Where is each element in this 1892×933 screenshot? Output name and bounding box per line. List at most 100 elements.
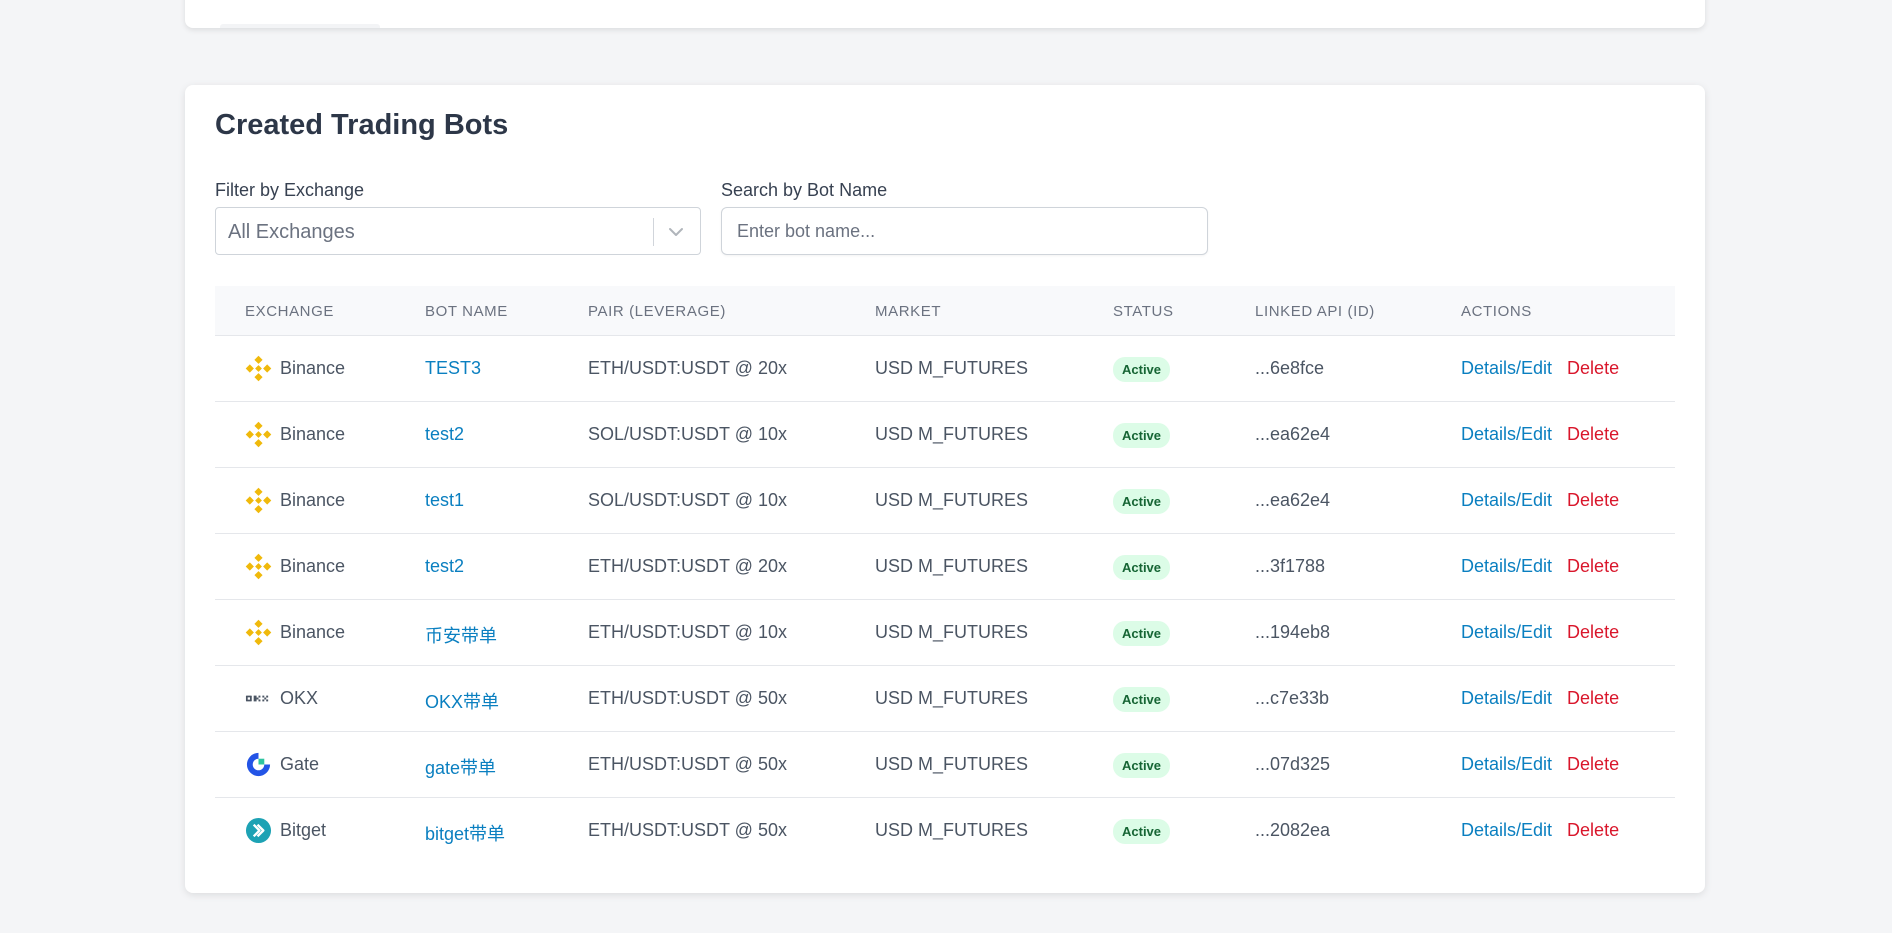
header-actions: ACTIONS [1461,303,1532,320]
actions-cell: Details/Edit Delete [1461,754,1619,775]
binance-icon [245,487,272,514]
pair-cell: ETH/USDT:USDT @ 10x [588,622,787,642]
exchange-name: Binance [280,358,346,378]
details-edit-link[interactable]: Details/Edit [1461,688,1553,708]
linked-api-cell: ...6e8fce [1255,358,1325,378]
exchange-cell: OKX [245,685,318,712]
market-cell: USD M_FUTURES [875,490,1029,510]
status-badge: Active [1113,753,1171,778]
status-badge: Active [1113,555,1171,580]
table-row: Binance TEST3 ETH/USDT:USDT @ 20x USD M_… [215,336,1675,402]
market-cell: USD M_FUTURES [875,622,1029,642]
table-row: Binance test2 SOL/USDT:USDT @ 10x USD M_… [215,402,1675,468]
status-badge: Active [1113,687,1171,712]
bots-table: EXCHANGE BOT NAME PAIR (LEVERAGE) MARKET… [215,286,1675,864]
bot-search-input[interactable] [721,207,1208,255]
details-edit-link[interactable]: Details/Edit [1461,490,1553,510]
delete-link[interactable]: Delete [1567,622,1620,642]
actions-cell: Details/Edit Delete [1461,490,1619,511]
table-row: Binance test1 SOL/USDT:USDT @ 10x USD M_… [215,468,1675,534]
bot-name-link[interactable]: 币安带单 [425,626,497,646]
linked-api-cell: ...ea62e4 [1255,424,1331,444]
market-cell: USD M_FUTURES [875,754,1029,774]
details-edit-link[interactable]: Details/Edit [1461,556,1553,576]
market-cell: USD M_FUTURES [875,820,1029,840]
bot-name-link[interactable]: test2 [425,424,465,444]
actions-cell: Details/Edit Delete [1461,556,1619,577]
pair-cell: ETH/USDT:USDT @ 20x [588,358,787,378]
exchange-cell: Bitget [245,817,326,844]
okx-icon [245,685,272,712]
market-cell: USD M_FUTURES [875,556,1029,576]
exchange-filter-value: All Exchanges [228,221,355,243]
delete-link[interactable]: Delete [1567,358,1620,378]
section-title: Created Trading Bots [215,109,509,141]
header-pair: PAIR (LEVERAGE) [588,303,726,320]
pair-cell: SOL/USDT:USDT @ 10x [588,424,787,444]
header-exchange: EXCHANGE [245,303,334,320]
table-row: Gate gate带单 ETH/USDT:USDT @ 50x USD M_FU… [215,732,1675,798]
bot-name-link[interactable]: test1 [425,490,465,510]
previous-card [185,0,1705,28]
exchange-name: Binance [280,622,346,642]
actions-cell: Details/Edit Delete [1461,688,1619,709]
linked-api-cell: ...194eb8 [1255,622,1331,642]
table-row: Binance 币安带单 ETH/USDT:USDT @ 10x USD M_F… [215,600,1675,666]
chevron-down-icon[interactable] [666,222,686,242]
header-linked-api: LINKED API (ID) [1255,303,1375,320]
exchange-cell: Binance [245,421,345,448]
binance-icon [245,553,272,580]
exchange-name: Binance [280,424,346,444]
status-badge: Active [1113,819,1171,844]
pair-cell: ETH/USDT:USDT @ 50x [588,688,787,708]
linked-api-cell: ...c7e33b [1255,688,1330,708]
delete-link[interactable]: Delete [1567,688,1620,708]
market-cell: USD M_FUTURES [875,688,1029,708]
exchange-cell: Binance [245,355,345,382]
bot-name-link[interactable]: test2 [425,556,465,576]
bitget-icon [245,817,272,844]
table-header: EXCHANGE BOT NAME PAIR (LEVERAGE) MARKET… [215,286,1675,336]
details-edit-link[interactable]: Details/Edit [1461,754,1553,774]
delete-link[interactable]: Delete [1567,424,1620,444]
linked-api-cell: ...07d325 [1255,754,1331,774]
binance-icon [245,355,272,382]
details-edit-link[interactable]: Details/Edit [1461,622,1553,642]
bot-name-link[interactable]: TEST3 [425,358,482,378]
status-badge: Active [1113,489,1171,514]
exchange-filter-label: Filter by Exchange [215,180,365,200]
details-edit-link[interactable]: Details/Edit [1461,424,1553,444]
bot-name-link[interactable]: bitget带单 [425,824,506,844]
bot-search-label: Search by Bot Name [721,180,888,200]
binance-icon [245,421,272,448]
exchange-name: Binance [280,556,346,576]
gate-icon [245,751,272,778]
actions-cell: Details/Edit Delete [1461,358,1619,379]
exchange-name: Gate [280,754,320,774]
linked-api-cell: ...3f1788 [1255,556,1326,576]
actions-cell: Details/Edit Delete [1461,820,1619,841]
details-edit-link[interactable]: Details/Edit [1461,820,1553,840]
exchange-name: OKX [280,688,319,708]
pair-cell: SOL/USDT:USDT @ 10x [588,490,787,510]
delete-link[interactable]: Delete [1567,556,1620,576]
pair-cell: ETH/USDT:USDT @ 50x [588,754,787,774]
market-cell: USD M_FUTURES [875,358,1029,378]
bot-name-link[interactable]: gate带单 [425,758,497,778]
delete-link[interactable]: Delete [1567,490,1620,510]
delete-link[interactable]: Delete [1567,820,1620,840]
delete-link[interactable]: Delete [1567,754,1620,774]
exchange-filter-select[interactable]: All Exchanges [215,207,701,255]
header-bot-name: BOT NAME [425,303,508,320]
bot-name-link[interactable]: OKX带单 [425,692,500,712]
exchange-name: Bitget [280,820,327,840]
header-status: STATUS [1113,303,1174,320]
linked-api-cell: ...ea62e4 [1255,490,1331,510]
select-separator [653,218,654,246]
status-badge: Active [1113,621,1171,646]
table-row: OKX OKX带单 ETH/USDT:USDT @ 50x USD M_FUTU… [215,666,1675,732]
table-row: Binance test2 ETH/USDT:USDT @ 20x USD M_… [215,534,1675,600]
table-body: Binance TEST3 ETH/USDT:USDT @ 20x USD M_… [215,336,1675,864]
details-edit-link[interactable]: Details/Edit [1461,358,1553,378]
actions-cell: Details/Edit Delete [1461,424,1619,445]
